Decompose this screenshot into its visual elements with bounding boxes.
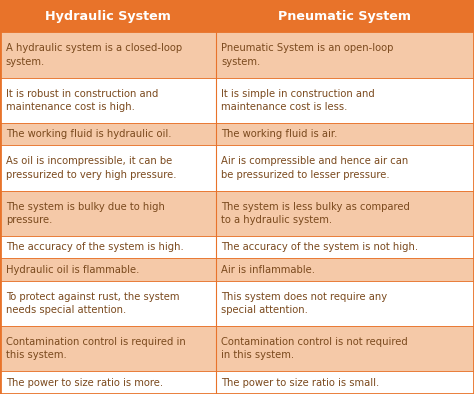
- Text: Air is inflammable.: Air is inflammable.: [221, 265, 315, 275]
- Bar: [0, 145, 216, 191]
- Text: Hydraulic oil is flammable.: Hydraulic oil is flammable.: [6, 265, 139, 275]
- Text: As oil is incompressible, it can be
pressurized to very high pressure.: As oil is incompressible, it can be pres…: [6, 156, 176, 180]
- Text: Hydraulic System: Hydraulic System: [45, 10, 171, 22]
- Bar: [216, 281, 474, 326]
- Text: The power to size ratio is small.: The power to size ratio is small.: [221, 378, 380, 388]
- Bar: [0, 372, 216, 394]
- Text: The system is bulky due to high
pressure.: The system is bulky due to high pressure…: [6, 202, 164, 225]
- Text: The working fluid is hydraulic oil.: The working fluid is hydraulic oil.: [6, 129, 171, 139]
- Text: This system does not require any
special attention.: This system does not require any special…: [221, 292, 387, 315]
- Bar: [216, 123, 474, 145]
- Text: To protect against rust, the system
needs special attention.: To protect against rust, the system need…: [6, 292, 179, 315]
- Bar: [0, 236, 216, 258]
- Text: Pneumatic System: Pneumatic System: [278, 10, 411, 22]
- Bar: [216, 372, 474, 394]
- Bar: [0, 191, 216, 236]
- Text: Air is compressible and hence air can
be pressurized to lesser pressure.: Air is compressible and hence air can be…: [221, 156, 409, 180]
- Text: The power to size ratio is more.: The power to size ratio is more.: [6, 378, 163, 388]
- Bar: [0, 326, 216, 372]
- Bar: [216, 145, 474, 191]
- Bar: [0, 123, 216, 145]
- Bar: [0, 281, 216, 326]
- Bar: [216, 258, 474, 281]
- Text: The system is less bulky as compared
to a hydraulic system.: The system is less bulky as compared to …: [221, 202, 410, 225]
- Text: Pneumatic System is an open-loop
system.: Pneumatic System is an open-loop system.: [221, 43, 394, 67]
- Bar: [216, 326, 474, 372]
- Bar: [216, 0, 474, 32]
- Bar: [0, 32, 216, 78]
- Text: Contamination control is required in
this system.: Contamination control is required in thi…: [6, 337, 185, 361]
- Bar: [0, 78, 216, 123]
- Text: It is simple in construction and
maintenance cost is less.: It is simple in construction and mainten…: [221, 89, 375, 112]
- Text: Contamination control is not required
in this system.: Contamination control is not required in…: [221, 337, 408, 361]
- Text: The working fluid is air.: The working fluid is air.: [221, 129, 338, 139]
- Bar: [216, 78, 474, 123]
- Text: A hydraulic system is a closed-loop
system.: A hydraulic system is a closed-loop syst…: [6, 43, 182, 67]
- Text: The accuracy of the system is not high.: The accuracy of the system is not high.: [221, 242, 419, 252]
- Bar: [216, 32, 474, 78]
- Bar: [216, 236, 474, 258]
- Bar: [0, 258, 216, 281]
- Bar: [0, 0, 216, 32]
- Bar: [216, 191, 474, 236]
- Text: It is robust in construction and
maintenance cost is high.: It is robust in construction and mainten…: [6, 89, 158, 112]
- Text: The accuracy of the system is high.: The accuracy of the system is high.: [6, 242, 183, 252]
